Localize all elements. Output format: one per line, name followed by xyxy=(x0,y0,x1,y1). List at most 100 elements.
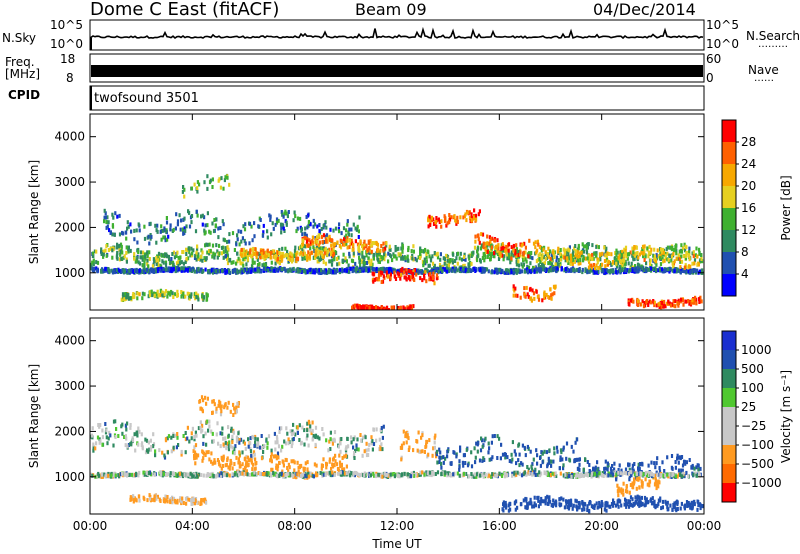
heatmap-cell xyxy=(570,254,574,259)
heatmap-cell xyxy=(502,246,505,251)
heatmap-cell xyxy=(231,440,234,445)
heatmap-cell xyxy=(431,261,435,266)
heatmap-cell xyxy=(380,244,383,248)
heatmap-cell xyxy=(487,241,490,246)
heatmap-cell xyxy=(259,218,262,222)
heatmap-cell xyxy=(129,423,132,427)
heatmap-cell xyxy=(582,467,585,472)
heatmap-cell xyxy=(670,454,674,458)
heatmap-cell xyxy=(544,498,547,503)
heatmap-cell xyxy=(368,442,371,447)
heatmap-cell xyxy=(176,435,179,440)
heatmap-cell xyxy=(123,270,126,275)
heatmap-cell xyxy=(564,251,567,256)
heatmap-cell xyxy=(556,266,559,271)
heatmap-cell xyxy=(574,440,577,445)
heatmap-cell xyxy=(691,300,694,305)
heatmap-cell xyxy=(256,263,260,267)
heatmap-cell xyxy=(664,253,667,258)
heatmap-cell xyxy=(258,445,262,450)
heatmap-cell xyxy=(596,467,599,472)
heatmap-cell xyxy=(659,249,662,254)
heatmap-cell xyxy=(235,242,238,247)
heatmap-cell xyxy=(160,237,163,242)
heatmap-cell xyxy=(490,440,493,445)
heatmap-cell xyxy=(428,263,431,268)
colorbar-tick-label: 20 xyxy=(741,179,756,193)
heatmap-cell xyxy=(341,242,345,247)
heatmap-cell xyxy=(328,247,331,252)
heatmap-cell xyxy=(332,269,335,274)
heatmap-cell xyxy=(294,214,297,219)
heatmap-cell xyxy=(586,256,589,261)
heatmap-cell xyxy=(512,293,515,298)
heatmap-cell xyxy=(233,406,236,411)
heatmap-cell xyxy=(461,460,464,465)
heatmap-cell xyxy=(263,444,266,448)
heatmap-cell xyxy=(347,232,350,237)
heatmap-cell xyxy=(242,257,245,262)
heatmap-cell xyxy=(270,448,273,453)
heatmap-cell xyxy=(150,289,153,294)
heatmap-cell xyxy=(552,498,555,503)
heatmap-cell xyxy=(316,224,319,229)
colorbar-segment xyxy=(722,274,736,297)
heatmap-cell xyxy=(368,248,371,253)
heatmap-cell xyxy=(503,254,506,259)
heatmap-cell xyxy=(526,292,529,297)
heatmap-cell xyxy=(398,269,401,274)
heatmap-cell xyxy=(288,465,291,470)
heatmap-cell xyxy=(579,258,582,262)
heatmap-cell xyxy=(654,267,658,272)
heatmap-cell xyxy=(320,268,323,273)
heatmap-cell xyxy=(314,442,317,447)
heatmap-cell xyxy=(295,229,298,234)
heatmap-cell xyxy=(312,433,315,438)
heatmap-cell xyxy=(527,467,530,472)
heatmap-cell xyxy=(201,222,204,227)
heatmap-cell xyxy=(305,233,308,238)
heatmap-cell xyxy=(142,263,145,268)
heatmap-cell xyxy=(477,266,480,271)
heatmap-cell xyxy=(371,307,374,310)
heatmap-cell xyxy=(185,252,188,256)
heatmap-cell xyxy=(274,454,277,459)
heatmap-cell xyxy=(379,444,382,449)
heatmap-cell xyxy=(323,240,326,244)
heatmap-cell xyxy=(304,270,307,275)
heatmap-cell xyxy=(199,420,202,425)
heatmap-cell xyxy=(251,261,254,266)
heatmap-cell xyxy=(497,257,501,261)
heatmap-cell xyxy=(572,503,575,508)
heatmap-cell xyxy=(693,298,696,303)
heatmap-cell xyxy=(119,249,122,254)
heatmap-cell xyxy=(475,217,478,222)
heatmap-cell xyxy=(591,256,594,261)
heatmap-cell xyxy=(487,450,490,455)
heatmap-cell xyxy=(237,401,240,405)
heatmap-cell xyxy=(558,466,561,471)
heatmap-cell xyxy=(327,448,330,453)
heatmap-cell xyxy=(198,182,201,187)
heatmap-cell xyxy=(329,259,332,264)
heatmap-cell xyxy=(541,253,544,258)
heatmap-cell xyxy=(356,224,359,229)
heatmap-cell xyxy=(432,222,436,226)
heatmap-cell xyxy=(304,244,307,249)
colorbar-tick-label: 16 xyxy=(741,201,756,215)
heatmap-cell xyxy=(542,267,545,272)
heatmap-cell xyxy=(271,467,274,472)
heatmap-cell xyxy=(437,217,440,222)
heatmap-cell xyxy=(275,463,278,468)
heatmap-cell xyxy=(603,466,606,471)
heatmap-cell xyxy=(311,235,314,240)
heatmap-cell xyxy=(371,271,374,276)
heatmap-cell xyxy=(615,261,618,266)
heatmap-cell xyxy=(237,256,240,261)
heatmap-cell xyxy=(476,247,479,252)
heatmap-cell xyxy=(578,269,581,273)
heatmap-cell xyxy=(572,257,575,262)
heatmap-cell xyxy=(361,254,364,259)
heatmap-cell xyxy=(336,262,339,267)
heatmap-cell xyxy=(354,239,357,244)
